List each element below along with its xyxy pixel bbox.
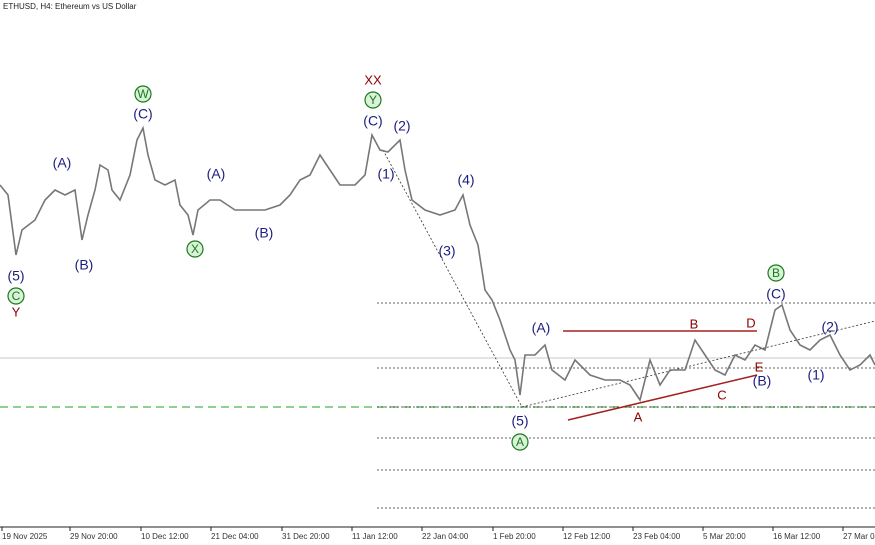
- trend-line: [521, 320, 875, 408]
- x-tick-label: 21 Dec 04:00: [211, 532, 259, 541]
- wave-label: (2): [821, 319, 838, 335]
- wave-label: (A): [207, 166, 226, 182]
- price-line: [0, 125, 875, 402]
- x-tick-label: 22 Jan 04:00: [422, 532, 469, 541]
- wave-circle: [767, 264, 785, 282]
- wave-label: (C): [133, 106, 152, 122]
- wave-label: X: [191, 242, 199, 256]
- wave-label: (1): [807, 367, 824, 383]
- wave-label: (B): [255, 225, 274, 241]
- wave-label: B: [690, 316, 699, 331]
- wave-circle: [364, 91, 382, 109]
- wave-circle: [186, 240, 204, 258]
- wave-label: (A): [53, 155, 72, 171]
- x-tick-label: 29 Nov 20:00: [70, 532, 118, 541]
- x-tick-label: 19 Nov 2025: [2, 532, 48, 541]
- trend-line: [382, 149, 523, 408]
- x-tick-label: 5 Mar 20:00: [703, 532, 746, 541]
- fib-levels: [377, 149, 875, 509]
- chart-title: ETHUSD, H4: Ethereum vs US Dollar: [3, 2, 137, 11]
- triangle-lower: [567, 374, 758, 421]
- x-tick-label: 10 Dec 12:00: [141, 532, 189, 541]
- x-tick-label: 27 Mar 04: [843, 532, 875, 541]
- wave-label: (B): [75, 257, 94, 273]
- wave-label: (4): [457, 172, 474, 188]
- wave-label: (A): [532, 320, 551, 336]
- wave-label: (C): [363, 113, 382, 129]
- wave-label: E: [755, 359, 764, 374]
- wave-circle: [134, 85, 152, 103]
- wave-label: (5): [7, 268, 24, 284]
- wave-circle: [511, 433, 529, 451]
- wave-label: A: [634, 409, 643, 424]
- wave-label: (3): [438, 243, 455, 259]
- x-tick-label: 16 Mar 12:00: [773, 532, 821, 541]
- wave-label: A: [516, 435, 524, 449]
- wave-circle: [7, 287, 25, 305]
- x-tick-label: 31 Dec 20:00: [282, 532, 330, 541]
- x-tick-label: 11 Jan 12:00: [352, 532, 398, 541]
- wave-label: (1): [377, 166, 394, 182]
- wave-label: (B): [753, 373, 772, 389]
- wave-label: (5): [511, 413, 528, 429]
- wave-label: Y: [12, 304, 21, 319]
- wave-label: C: [12, 289, 21, 303]
- x-tick-label: 1 Feb 20:00: [493, 532, 536, 541]
- wave-label: B: [772, 266, 780, 280]
- wave-label: C: [717, 387, 726, 402]
- labels: 19 Nov 2025 29 Nov 20:00 10 Dec 12:00 21 De…: [1, 72, 875, 541]
- wave-label: W: [137, 87, 149, 101]
- wave-label: D: [746, 315, 755, 330]
- x-tick-label: 12 Feb 12:00: [563, 532, 611, 541]
- wave-label: (2): [393, 118, 410, 134]
- wave-label: Y: [369, 93, 377, 107]
- x-tick-label: 23 Feb 04:00: [633, 532, 681, 541]
- wave-label: XX: [364, 72, 382, 87]
- wave-label: (C): [766, 286, 785, 302]
